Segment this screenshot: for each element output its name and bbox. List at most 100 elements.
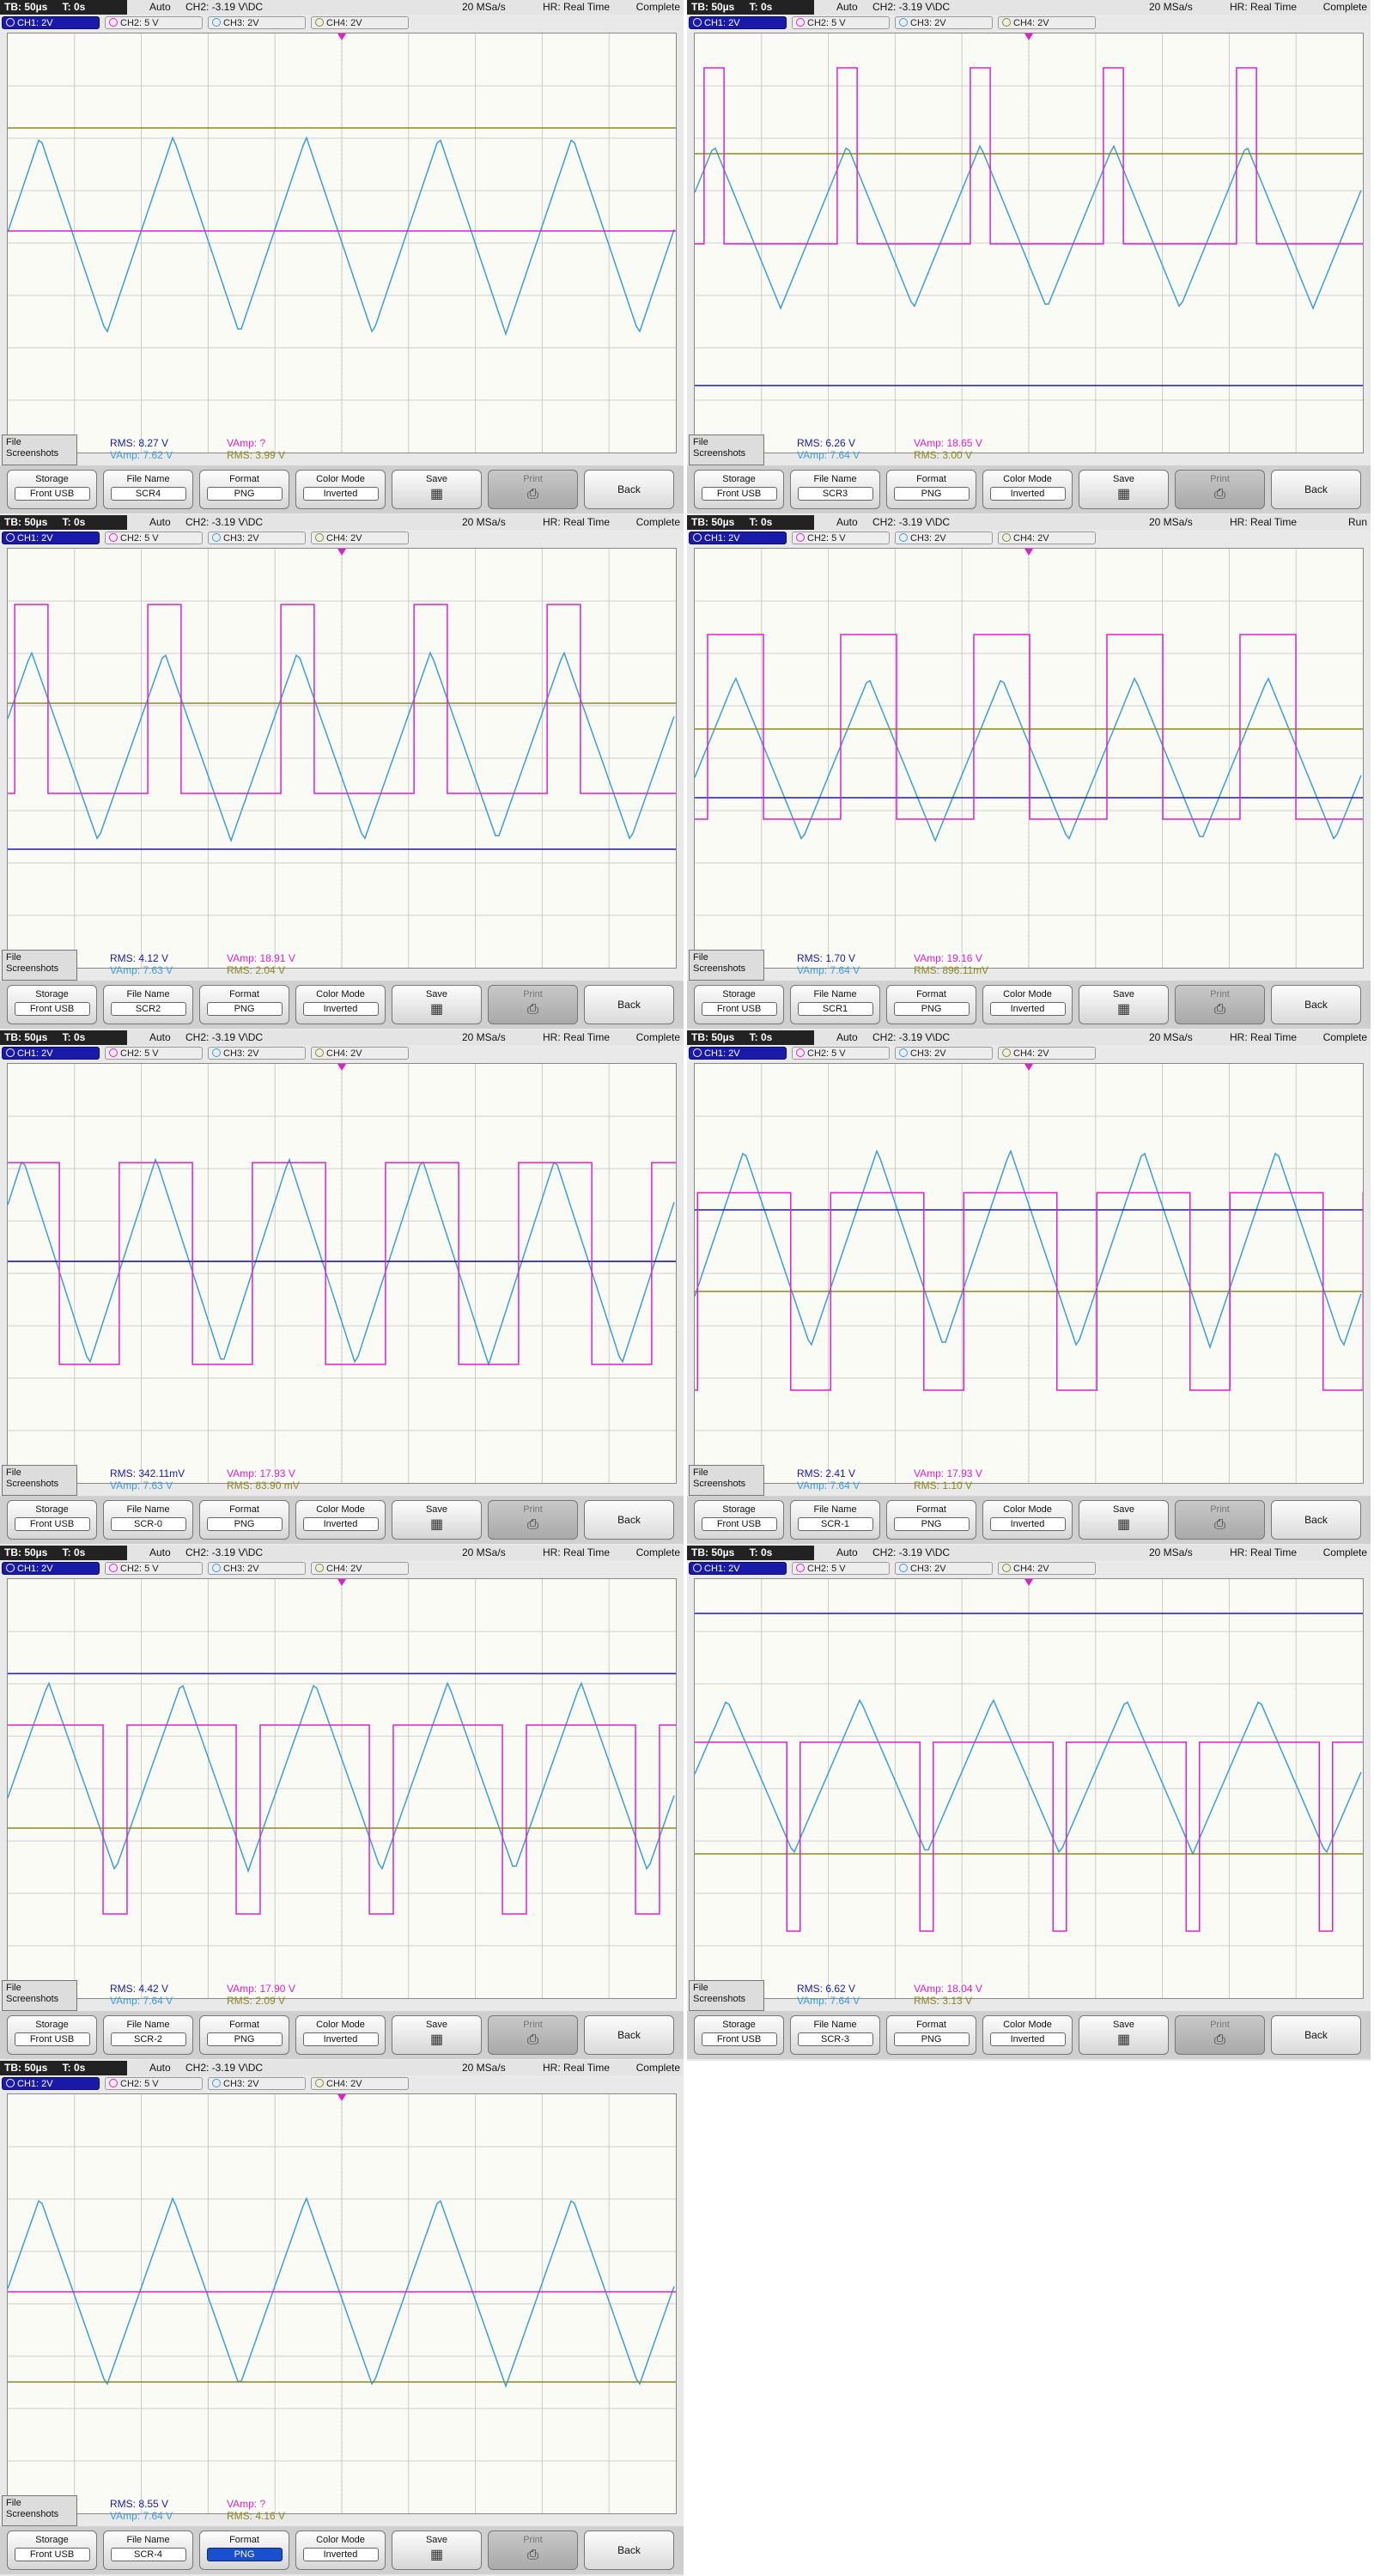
ch2-tab[interactable]: CH2: 5 V [792,1047,890,1060]
back-softkey[interactable]: Back [584,985,674,1024]
ch2-tab[interactable]: CH2: 5 V [105,1562,203,1575]
back-softkey[interactable]: Back [584,470,674,509]
file-name-softkey[interactable]: File Name SCR1 [790,985,880,1024]
ch1-tab[interactable]: CH1: 2V [689,16,787,29]
back-softkey[interactable]: Back [1271,1500,1361,1540]
storage-softkey[interactable]: Storage Front USB [7,2530,97,2570]
ch2-tab[interactable]: CH2: 5 V [792,1562,890,1575]
ch4-tab[interactable]: CH4: 2V [311,1047,409,1060]
print-softkey[interactable]: Print ⎙ [1175,2015,1265,2055]
waveform-display[interactable] [687,1578,1371,1999]
file-name-softkey[interactable]: File Name SCR3 [790,470,880,509]
timebase-box[interactable]: TB: 50µs T: 0s [687,0,814,15]
back-softkey[interactable]: Back [1271,985,1361,1024]
format-softkey[interactable]: Format PNG [886,985,976,1024]
print-softkey[interactable]: Print ⎙ [488,985,578,1024]
print-softkey[interactable]: Print ⎙ [1175,1500,1265,1540]
ch4-tab[interactable]: CH4: 2V [311,532,409,544]
file-name-softkey[interactable]: File Name SCR4 [103,470,193,509]
format-softkey[interactable]: Format PNG [199,985,289,1024]
color-mode-softkey[interactable]: Color Mode Inverted [295,470,386,509]
ch3-tab[interactable]: CH3: 2V [895,1047,993,1060]
ch2-tab[interactable]: CH2: 5 V [105,532,203,544]
ch2-tab[interactable]: CH2: 5 V [792,16,890,29]
back-softkey[interactable]: Back [584,2015,674,2055]
ch3-tab[interactable]: CH3: 2V [208,16,306,29]
ch4-tab[interactable]: CH4: 2V [311,1562,409,1575]
ch2-tab[interactable]: CH2: 5 V [105,2077,203,2090]
color-mode-softkey[interactable]: Color Mode Inverted [295,985,386,1024]
file-name-softkey[interactable]: File Name SCR-2 [103,2015,193,2055]
storage-softkey[interactable]: Storage Front USB [7,470,97,509]
ch4-tab[interactable]: CH4: 2V [311,16,409,29]
back-softkey[interactable]: Back [1271,2015,1361,2055]
ch3-tab[interactable]: CH3: 2V [895,16,993,29]
ch1-tab[interactable]: CH1: 2V [2,1047,100,1060]
ch1-tab[interactable]: CH1: 2V [2,532,100,544]
save-softkey[interactable]: Save ▦ [1079,2015,1169,2055]
format-softkey[interactable]: Format PNG [199,470,289,509]
format-softkey[interactable]: Format PNG [199,2015,289,2055]
waveform-display[interactable] [7,2093,677,2514]
waveform-display[interactable] [0,1063,684,1484]
ch1-tab[interactable]: CH1: 2V [2,16,100,29]
file-name-softkey[interactable]: File Name SCR-0 [103,1500,193,1540]
format-softkey[interactable]: Format PNG [199,1500,289,1540]
print-softkey[interactable]: Print ⎙ [488,2015,578,2055]
save-softkey[interactable]: Save ▦ [392,470,482,509]
storage-softkey[interactable]: Storage Front USB [7,2015,97,2055]
file-name-softkey[interactable]: File Name SCR2 [103,985,193,1024]
storage-softkey[interactable]: Storage Front USB [694,2015,784,2055]
storage-softkey[interactable]: Storage Front USB [7,985,97,1024]
save-softkey[interactable]: Save ▦ [1079,985,1169,1024]
ch2-tab[interactable]: CH2: 5 V [105,16,203,29]
color-mode-softkey[interactable]: Color Mode Inverted [982,470,1073,509]
ch1-tab[interactable]: CH1: 2V [689,1562,787,1575]
ch4-tab[interactable]: CH4: 2V [998,1047,1096,1060]
ch3-tab[interactable]: CH3: 2V [208,1562,306,1575]
color-mode-softkey[interactable]: Color Mode Inverted [982,1500,1073,1540]
timebase-box[interactable]: TB: 50µs T: 0s [687,1546,814,1560]
timebase-box[interactable]: TB: 50µs T: 0s [0,2061,127,2075]
ch4-tab[interactable]: CH4: 2V [998,532,1096,544]
print-softkey[interactable]: Print ⎙ [1175,470,1265,509]
back-softkey[interactable]: Back [584,1500,674,1540]
color-mode-softkey[interactable]: Color Mode Inverted [982,2015,1073,2055]
color-mode-softkey[interactable]: Color Mode Inverted [982,985,1073,1024]
save-softkey[interactable]: Save ▦ [1079,470,1169,509]
timebase-box[interactable]: TB: 50µs T: 0s [0,515,127,530]
ch1-tab[interactable]: CH1: 2V [689,532,787,544]
ch1-tab[interactable]: CH1: 2V [2,2077,100,2090]
ch1-tab[interactable]: CH1: 2V [2,1562,100,1575]
save-softkey[interactable]: Save ▦ [392,2530,482,2570]
format-softkey[interactable]: Format PNG [886,1500,976,1540]
ch2-tab[interactable]: CH2: 5 V [105,1047,203,1060]
timebase-box[interactable]: TB: 50µs T: 0s [0,1546,127,1560]
ch1-tab[interactable]: CH1: 2V [689,1047,787,1060]
save-softkey[interactable]: Save ▦ [392,2015,482,2055]
back-softkey[interactable]: Back [1271,470,1361,509]
color-mode-softkey[interactable]: Color Mode Inverted [295,1500,386,1540]
ch3-tab[interactable]: CH3: 2V [208,532,306,544]
ch4-tab[interactable]: CH4: 2V [998,1562,1096,1575]
format-softkey[interactable]: Format PNG [199,2530,289,2570]
back-softkey[interactable]: Back [584,2530,674,2570]
storage-softkey[interactable]: Storage Front USB [694,470,784,509]
print-softkey[interactable]: Print ⎙ [488,1500,578,1540]
save-softkey[interactable]: Save ▦ [392,985,482,1024]
format-softkey[interactable]: Format PNG [886,2015,976,2055]
print-softkey[interactable]: Print ⎙ [488,2530,578,2570]
waveform-display[interactable] [687,548,1371,969]
waveform-display[interactable] [687,33,1371,453]
storage-softkey[interactable]: Storage Front USB [7,1500,97,1540]
print-softkey[interactable]: Print ⎙ [1175,985,1265,1024]
save-softkey[interactable]: Save ▦ [392,1500,482,1540]
save-softkey[interactable]: Save ▦ [1079,1500,1169,1540]
waveform-display[interactable] [7,33,677,453]
waveform-display[interactable] [0,1578,684,1999]
ch4-tab[interactable]: CH4: 2V [311,2077,409,2090]
storage-softkey[interactable]: Storage Front USB [694,985,784,1024]
format-softkey[interactable]: Format PNG [886,470,976,509]
ch3-tab[interactable]: CH3: 2V [208,2077,306,2090]
ch4-tab[interactable]: CH4: 2V [998,16,1096,29]
